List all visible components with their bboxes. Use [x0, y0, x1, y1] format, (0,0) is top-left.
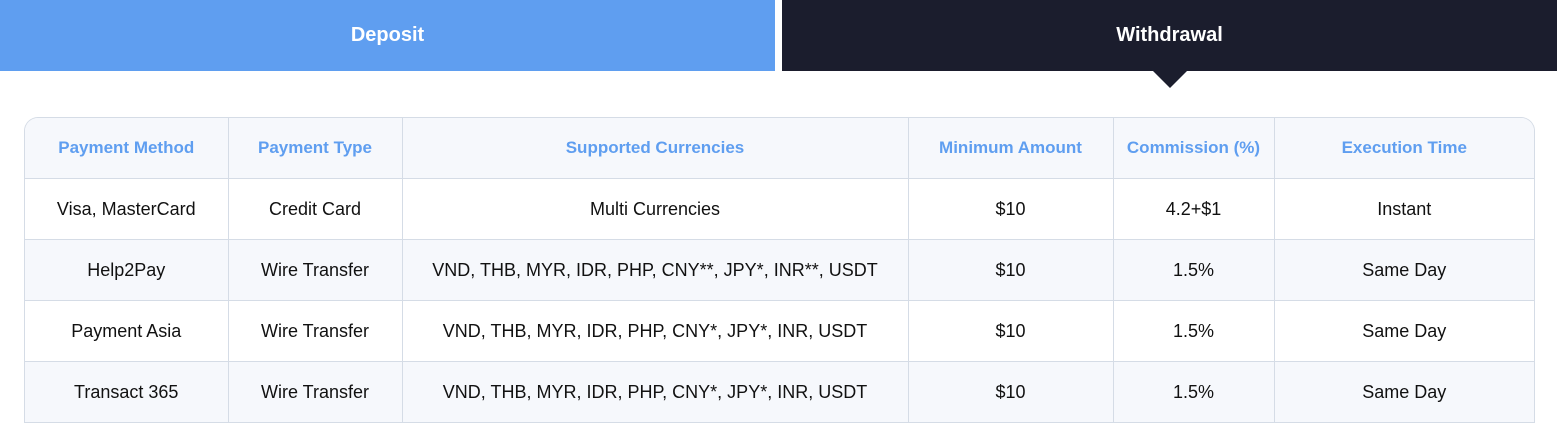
column-header: Payment Type: [228, 118, 403, 179]
tab-deposit[interactable]: Deposit: [0, 0, 775, 71]
column-header: Commission (%): [1113, 118, 1275, 179]
table-cell: $10: [908, 361, 1114, 423]
table-cell: Transact 365: [25, 361, 229, 423]
table-header-row: Payment Method Payment Type Supported Curr…: [25, 118, 1534, 179]
table-cell: Help2Pay: [25, 239, 229, 301]
table-cell: Wire Transfer: [228, 361, 403, 423]
table-cell: 1.5%: [1113, 300, 1275, 362]
table-cell: Same Day: [1274, 361, 1534, 423]
table-cell: $10: [908, 300, 1114, 362]
table-cell: Same Day: [1274, 300, 1534, 362]
table-cell: VND, THB, MYR, IDR, PHP, CNY**, JPY*, IN…: [402, 239, 909, 301]
table-cell: $10: [908, 178, 1114, 240]
column-header: Payment Method: [25, 118, 229, 179]
table-cell: Wire Transfer: [228, 300, 403, 362]
table-cell: Visa, MasterCard: [25, 178, 229, 240]
column-header: Minimum Amount: [908, 118, 1114, 179]
table-row: Visa, MasterCard Credit Card Multi Currenc…: [25, 178, 1534, 240]
table-cell: Credit Card: [228, 178, 403, 240]
column-header: Execution Time: [1274, 118, 1534, 179]
column-header: Supported Currencies: [402, 118, 909, 179]
table-cell: 4.2+$1: [1113, 178, 1275, 240]
table-cell: Instant: [1274, 178, 1534, 240]
table-cell: VND, THB, MYR, IDR, PHP, CNY*, JPY*, INR…: [402, 300, 909, 362]
table-cell: 1.5%: [1113, 361, 1275, 423]
tab-withdrawal[interactable]: Withdrawal: [782, 0, 1557, 71]
table-row: Help2Pay Wire Transfer VND, THB, MYR, IDR,…: [25, 239, 1534, 301]
table-cell: Multi Currencies: [402, 178, 909, 240]
withdrawal-methods-table: Payment Method Payment Type Supported Curr…: [24, 117, 1535, 423]
table-cell: VND, THB, MYR, IDR, PHP, CNY*, JPY*, INR…: [402, 361, 909, 423]
table-cell: Same Day: [1274, 239, 1534, 301]
table-cell: Payment Asia: [25, 300, 229, 362]
table-cell: $10: [908, 239, 1114, 301]
table-row: Payment Asia Wire Transfer VND, THB, MYR, …: [25, 300, 1534, 362]
table-cell: Wire Transfer: [228, 239, 403, 301]
table-row: Transact 365 Wire Transfer VND, THB, MYR, …: [25, 361, 1534, 423]
active-tab-indicator: [1153, 71, 1187, 88]
table-cell: 1.5%: [1113, 239, 1275, 301]
